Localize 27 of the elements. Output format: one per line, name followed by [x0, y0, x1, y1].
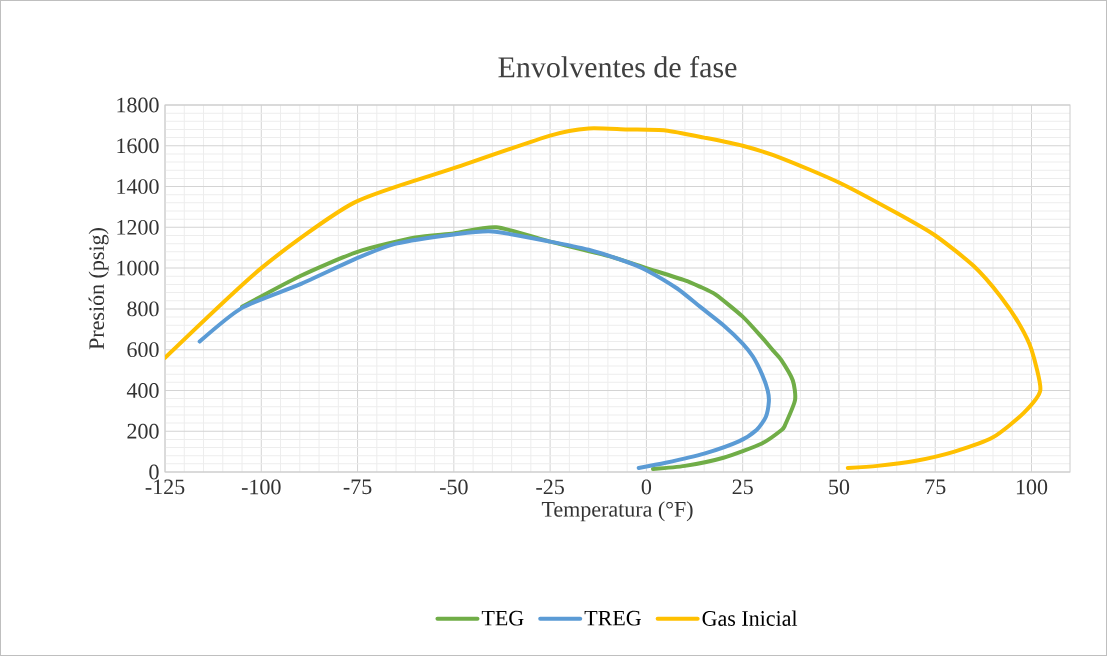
- x-tick-label: -50: [439, 479, 468, 495]
- y-axis-title: Presión (psig): [88, 228, 109, 350]
- x-tick-label: 25: [732, 479, 753, 495]
- x-tick-label: -75: [343, 479, 372, 495]
- x-tick-label: -100: [241, 479, 281, 495]
- x-tick-label: 75: [925, 479, 946, 495]
- x-tick-label: 0: [641, 479, 652, 495]
- y-tick-label: 200: [127, 423, 159, 439]
- x-tick-label: 100: [1016, 479, 1048, 495]
- x-tick-label: -25: [536, 479, 564, 495]
- x-tick-label: 50: [829, 479, 850, 495]
- y-tick-label: 800: [127, 301, 159, 317]
- y-tick-label: 600: [127, 342, 159, 358]
- y-tick-label: 1400: [117, 179, 159, 194]
- y-tick-label: 0: [149, 464, 159, 480]
- legend-label: Gas Inicial: [702, 610, 798, 626]
- y-tick-label: 400: [126, 383, 159, 398]
- x-tick-label: -125: [145, 479, 185, 495]
- y-tick-label: 1200: [117, 219, 159, 235]
- y-tick-label: 1000: [117, 260, 159, 276]
- y-tick-label: 1600: [117, 138, 159, 154]
- legend-label: TREG: [584, 610, 641, 626]
- chart-title: Envolventes de fase: [498, 56, 737, 78]
- x-axis-title: Temperatura (°F): [541, 501, 693, 522]
- line-series: [165, 126, 1043, 470]
- legend-label: TEG: [481, 610, 524, 626]
- y-tick-label: 1800: [117, 97, 159, 113]
